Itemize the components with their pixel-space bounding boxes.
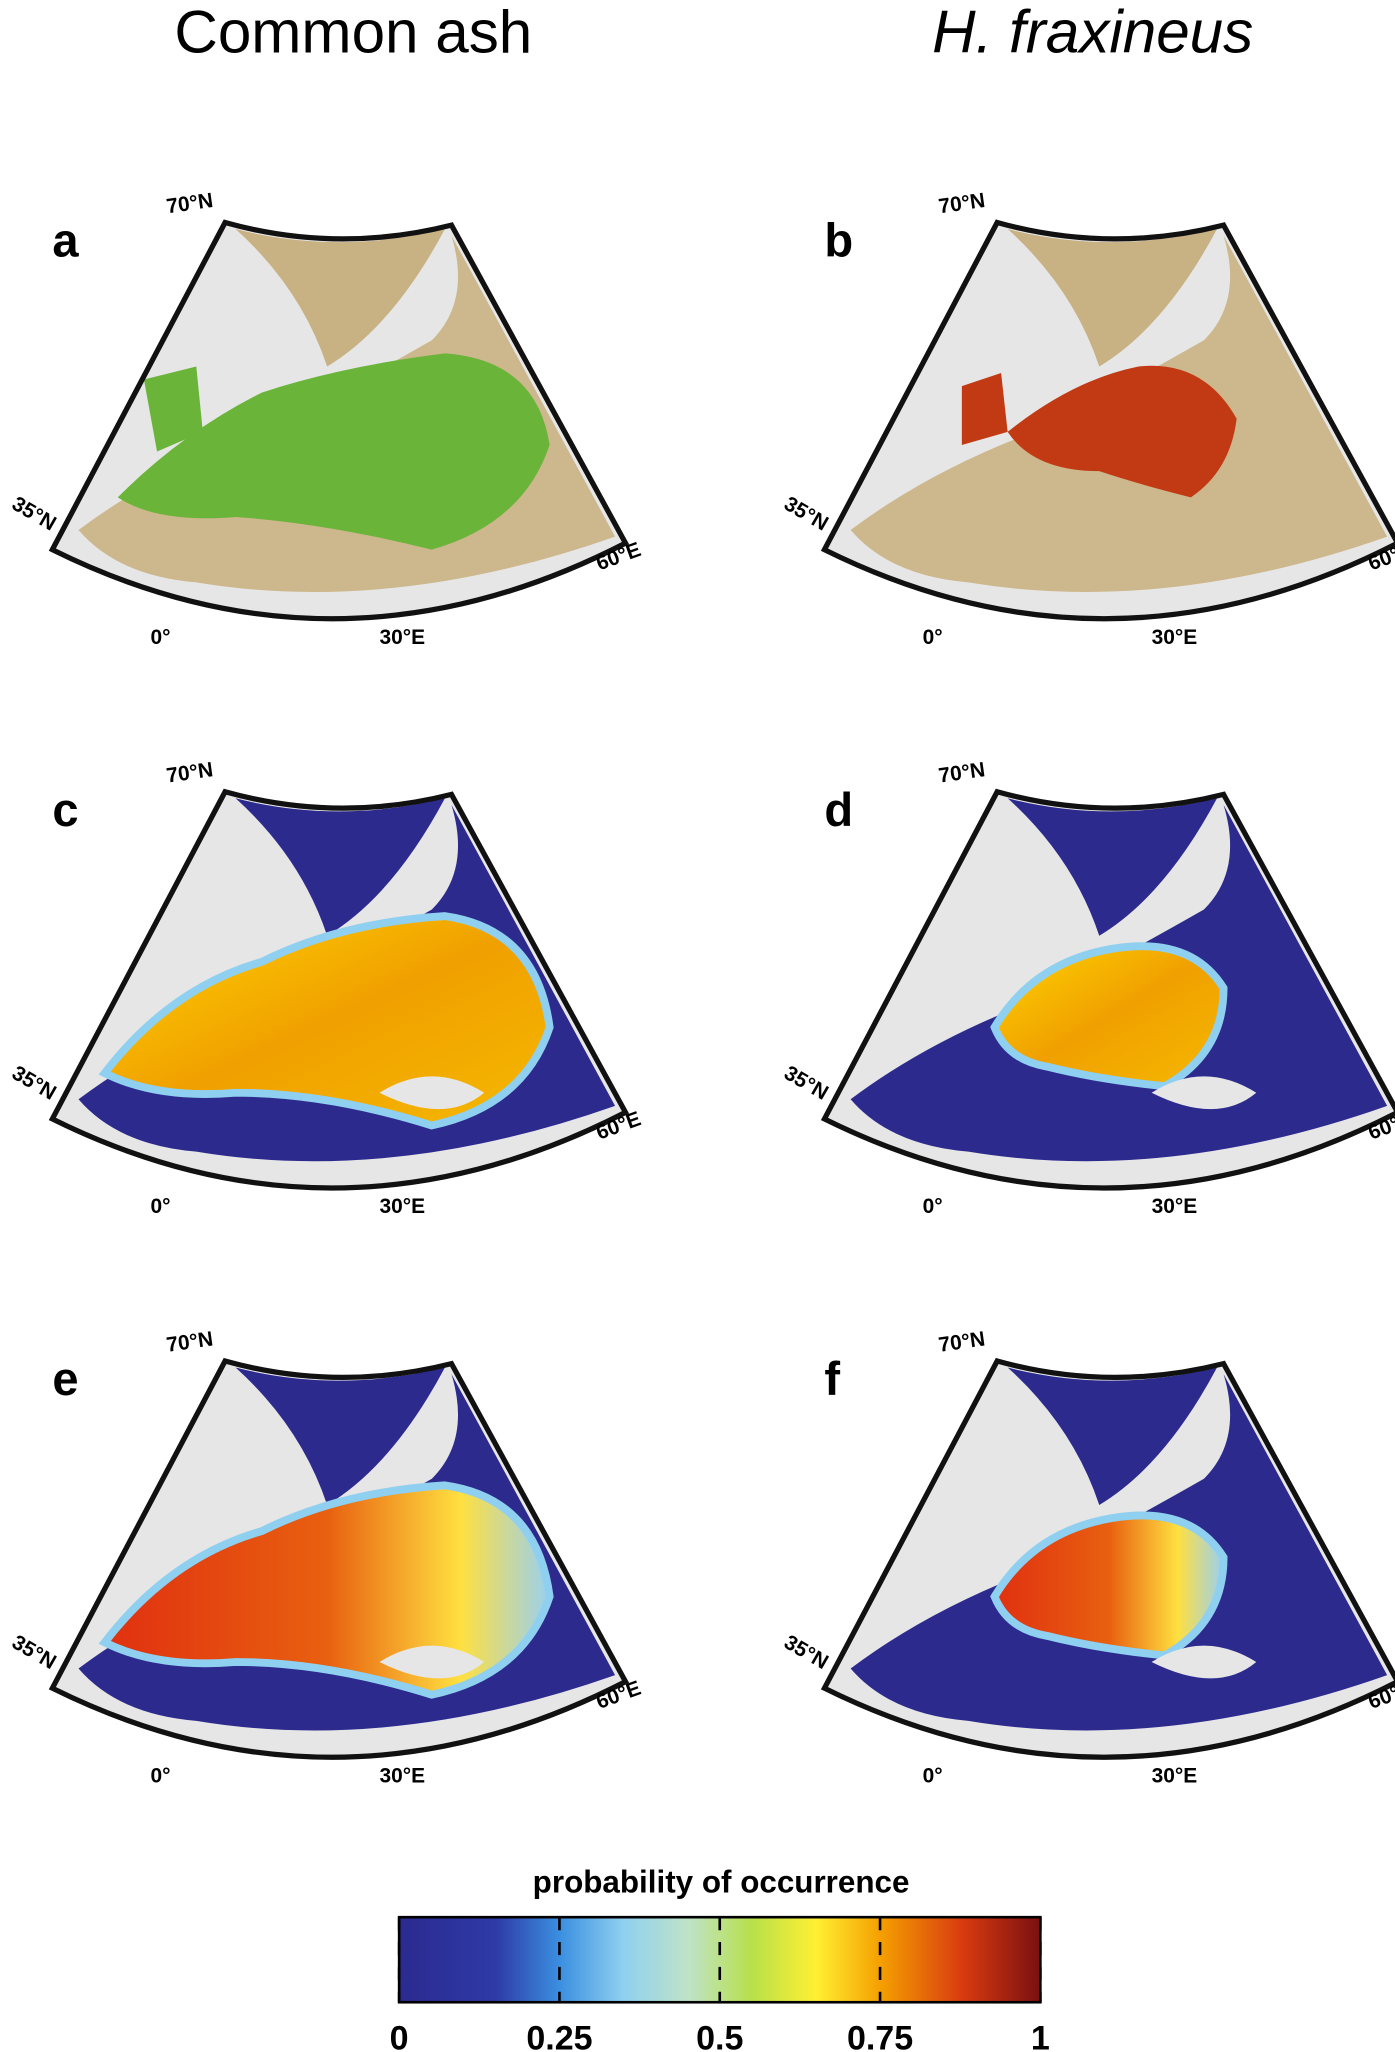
longitude-label: 30°E — [380, 626, 426, 649]
panel-letter: c — [52, 783, 78, 836]
high-probability — [98, 1481, 554, 1699]
panel-letter: b — [824, 214, 853, 267]
map-frame — [820, 219, 1395, 622]
range — [117, 353, 550, 550]
longitude-label: 30°E — [380, 1764, 426, 1787]
longitude-label: 0° — [923, 626, 943, 649]
island — [961, 372, 1008, 445]
high-probability — [98, 912, 554, 1130]
map-frame — [820, 1357, 1395, 1760]
panel-letter: d — [824, 783, 853, 836]
longitude-label: 0° — [150, 1195, 170, 1218]
low-probability — [235, 1367, 445, 1505]
sea — [1151, 1645, 1257, 1679]
longitude-label: 0° — [150, 1764, 170, 1787]
panel-letter: f — [824, 1352, 840, 1405]
colorbar-tick-label: 0.75 — [847, 2019, 913, 2052]
map-frame — [48, 219, 630, 622]
map-frame — [48, 788, 630, 1191]
latitude-label: 70°N — [937, 189, 986, 218]
latitude-label: 35°N — [780, 492, 832, 535]
latitude-label: 35°N — [8, 1631, 60, 1674]
latitude-label: 70°N — [165, 758, 214, 787]
map-frame — [820, 788, 1395, 1191]
map-panel: b70°N35°N0° 30°E60°E — [780, 189, 1395, 649]
colorbar — [397, 1915, 1042, 2004]
longitude-label: 30°E — [1152, 1764, 1198, 1787]
high-probability — [990, 942, 1228, 1091]
map-panel: f70°N35°N0° 30°E60°E — [780, 1328, 1395, 1787]
column-title: H. fraxineus — [932, 0, 1253, 65]
panel-letter: a — [52, 214, 79, 267]
latitude-label: 70°N — [165, 1328, 214, 1357]
low-probability — [1007, 798, 1218, 936]
longitude-label: 30°E — [1152, 626, 1198, 649]
longitude-label: 0° — [923, 1195, 943, 1218]
latitude-label: 70°N — [937, 1328, 986, 1357]
latitude-label: 35°N — [8, 492, 60, 535]
island — [143, 366, 203, 452]
column-title: Common ash — [174, 0, 532, 65]
colorbar-tick-label: 0.25 — [526, 2019, 592, 2052]
low-probability — [235, 798, 445, 936]
map-panel: c70°N35°N0° 30°E60°E — [8, 758, 644, 1218]
map-panel: a70°N35°N0° 30°E60°E — [8, 189, 644, 649]
latitude-label: 70°N — [937, 758, 986, 787]
colorbar-tick-label: 0.5 — [696, 2019, 743, 2052]
latitude-label: 35°N — [780, 1061, 832, 1104]
map-frame — [48, 1357, 630, 1760]
panel-letter: e — [52, 1352, 78, 1405]
map-panel: d70°N35°N0° 30°E60°E — [780, 758, 1395, 1218]
longitude-label: 30°E — [380, 1195, 426, 1218]
low-probability — [1007, 1367, 1218, 1505]
longitude-label: 0° — [150, 626, 170, 649]
longitude-label: 30°E — [1152, 1195, 1198, 1218]
land — [235, 229, 445, 367]
latitude-label: 35°N — [8, 1061, 60, 1104]
map-panel: e70°N35°N0° 30°E60°E — [8, 1328, 644, 1788]
range — [1007, 365, 1237, 498]
land — [1007, 229, 1218, 367]
colorbar-tick-label: 0 — [390, 2019, 409, 2052]
longitude-label: 0° — [923, 1764, 943, 1787]
sea — [379, 1076, 485, 1110]
latitude-label: 35°N — [780, 1631, 832, 1674]
high-probability — [990, 1511, 1228, 1660]
latitude-label: 70°N — [165, 189, 214, 218]
sea — [379, 1645, 485, 1679]
colorbar-tick-label: 1 — [1031, 2019, 1050, 2052]
sea — [1151, 1076, 1257, 1110]
colorbar-title: probability of occurrence — [533, 1864, 910, 1899]
